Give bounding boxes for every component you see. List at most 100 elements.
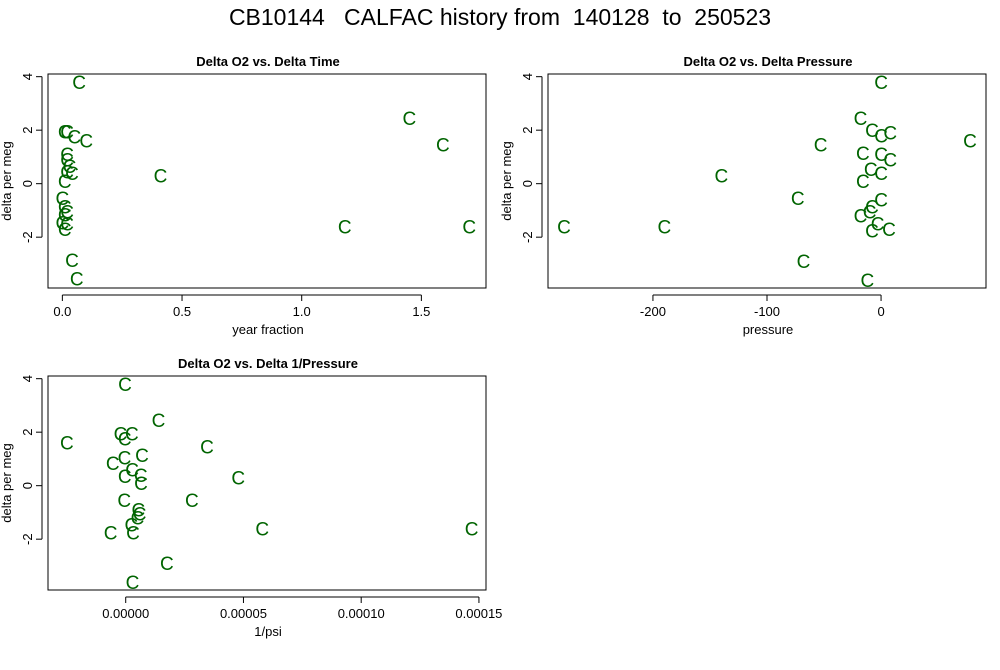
x-tick-label: 0.00010 bbox=[338, 606, 385, 621]
data-point: C bbox=[874, 126, 888, 147]
data-point: C bbox=[118, 430, 132, 451]
x-tick-label: 0.0 bbox=[53, 304, 71, 319]
data-point: C bbox=[55, 189, 69, 210]
data-point: C bbox=[126, 523, 140, 544]
data-point: C bbox=[871, 215, 885, 236]
data-point: C bbox=[797, 252, 811, 273]
data-point: C bbox=[865, 197, 879, 218]
data-point: C bbox=[856, 144, 870, 165]
panel-delta-inverse-pressure: Delta O2 vs. Delta 1/Pressure 1/psi delt… bbox=[0, 356, 502, 639]
data-point: C bbox=[67, 128, 81, 149]
panel-title: Delta O2 vs. Delta 1/Pressure bbox=[178, 356, 358, 371]
data-point: C bbox=[863, 203, 877, 224]
data-point: C bbox=[118, 467, 132, 488]
data-point: C bbox=[462, 217, 476, 238]
data-point: C bbox=[134, 474, 148, 495]
y-tick-label: 2 bbox=[20, 127, 35, 134]
data-point: C bbox=[657, 217, 671, 238]
data-point: C bbox=[200, 438, 214, 459]
data-point: C bbox=[63, 157, 77, 178]
y-tick-label: 4 bbox=[20, 375, 35, 382]
x-tick-label: 0.00005 bbox=[220, 606, 267, 621]
x-tick-label: 0.00000 bbox=[102, 606, 149, 621]
plot-frame bbox=[547, 73, 987, 289]
data-point: C bbox=[131, 509, 145, 530]
data-point: C bbox=[124, 515, 138, 536]
panel-title: Delta O2 vs. Delta Time bbox=[196, 54, 340, 69]
data-point: C bbox=[865, 121, 879, 142]
panel-delta-time: Delta O2 vs. Delta Time year fraction de… bbox=[0, 54, 487, 337]
data-point: C bbox=[135, 446, 149, 467]
page-title: CB10144 CALFAC history from 140128 to 25… bbox=[228, 4, 772, 30]
data-point: C bbox=[255, 519, 269, 540]
data-point: C bbox=[864, 160, 878, 181]
data-point: C bbox=[55, 213, 69, 234]
y-tick-label: 0 bbox=[520, 180, 535, 187]
data-point: C bbox=[58, 205, 72, 226]
data-point: C bbox=[963, 132, 977, 153]
x-tick-label: -100 bbox=[754, 304, 780, 319]
y-tick-label: 4 bbox=[20, 73, 35, 80]
data-point: C bbox=[58, 172, 72, 193]
data-point: C bbox=[60, 434, 74, 455]
y-tick-label: 2 bbox=[520, 127, 535, 134]
data-point: C bbox=[134, 466, 148, 487]
y-tick-label: 0 bbox=[20, 180, 35, 187]
data-point: C bbox=[132, 501, 146, 522]
panel-title: Delta O2 vs. Delta Pressure bbox=[683, 54, 852, 69]
data-point: C bbox=[861, 271, 875, 292]
data-point: C bbox=[104, 523, 118, 544]
x-tick-label: -200 bbox=[640, 304, 666, 319]
data-point: C bbox=[154, 166, 168, 187]
data-point: C bbox=[883, 150, 897, 171]
data-point: C bbox=[465, 519, 479, 540]
data-point: C bbox=[58, 197, 72, 218]
data-point: C bbox=[133, 505, 147, 526]
data-point: C bbox=[338, 217, 352, 238]
data-point: C bbox=[60, 162, 74, 183]
data-point: C bbox=[58, 122, 72, 143]
x-tick-label: 1.0 bbox=[293, 304, 311, 319]
data-point: C bbox=[60, 203, 74, 224]
data-point: C bbox=[60, 122, 74, 143]
data-point: C bbox=[125, 460, 139, 481]
data-point: C bbox=[114, 424, 128, 445]
data-point: C bbox=[70, 269, 84, 290]
data-point: C bbox=[58, 220, 72, 241]
data-point: C bbox=[874, 191, 888, 212]
data-point: C bbox=[854, 109, 868, 130]
data-point: C bbox=[854, 207, 868, 228]
data-point: C bbox=[72, 73, 86, 94]
data-point: C bbox=[874, 145, 888, 166]
data-point: C bbox=[79, 132, 93, 153]
y-tick-label: -2 bbox=[520, 231, 535, 243]
y-tick-label: 0 bbox=[20, 482, 35, 489]
data-point: C bbox=[160, 554, 174, 575]
y-axis-label: delta per meg bbox=[0, 443, 14, 523]
data-point: C bbox=[874, 164, 888, 185]
data-point: C bbox=[106, 454, 120, 475]
data-point: C bbox=[118, 375, 132, 396]
data-point: C bbox=[874, 73, 888, 94]
data-point: C bbox=[185, 491, 199, 512]
panel-delta-pressure: Delta O2 vs. Delta Pressure pressure del… bbox=[499, 54, 987, 337]
x-tick-label: 0.00015 bbox=[455, 606, 502, 621]
x-axis-label: year fraction bbox=[232, 322, 304, 337]
y-tick-label: 4 bbox=[520, 73, 535, 80]
y-axis-label: delta per meg bbox=[0, 141, 14, 221]
data-point: C bbox=[403, 109, 417, 130]
data-point: C bbox=[814, 136, 828, 157]
data-point: C bbox=[791, 189, 805, 210]
x-axis-label: 1/psi bbox=[254, 624, 282, 639]
plot-frame bbox=[47, 375, 487, 591]
data-point: C bbox=[152, 411, 166, 432]
data-point: C bbox=[65, 164, 79, 185]
data-point: C bbox=[60, 150, 74, 171]
y-tick-label: -2 bbox=[20, 231, 35, 243]
data-point: C bbox=[60, 215, 74, 236]
x-tick-label: 1.5 bbox=[412, 304, 430, 319]
y-tick-label: -2 bbox=[20, 533, 35, 545]
x-axis-label: pressure bbox=[743, 322, 794, 337]
data-point: C bbox=[118, 448, 132, 469]
